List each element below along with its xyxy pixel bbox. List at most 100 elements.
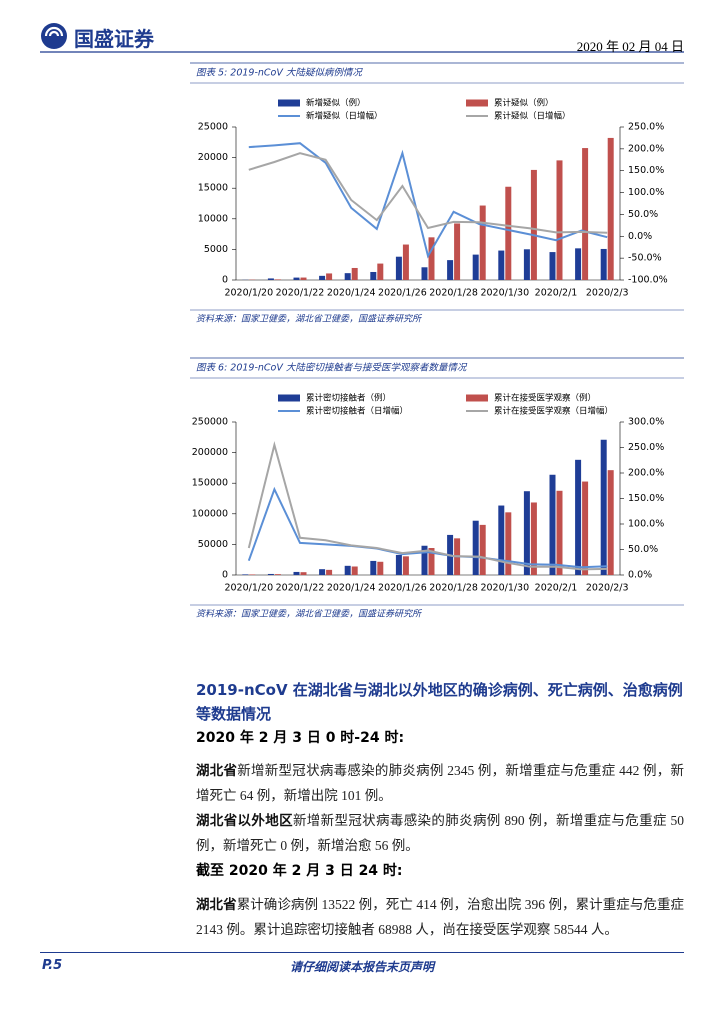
x-tick-label: 2020/1/26 <box>378 288 427 299</box>
bar <box>293 571 300 575</box>
date: 2020 年 02 月 04 日 <box>576 39 684 54</box>
bar <box>351 566 358 575</box>
x-tick-label: 2020/1/28 <box>429 288 478 299</box>
y-tick-label: 25000 <box>198 122 228 133</box>
y2-tick-label: 150.0% <box>628 165 664 176</box>
bar <box>395 554 402 575</box>
bar <box>454 223 461 280</box>
y-tick-label: 5000 <box>204 244 228 255</box>
bar <box>479 205 486 280</box>
x-tick-label: 2020/1/22 <box>276 288 325 299</box>
bar <box>523 249 530 280</box>
y2-tick-label: 100.0% <box>628 519 664 530</box>
bar <box>421 545 428 575</box>
bar <box>274 279 281 280</box>
legend-label: 新增疑似（日增幅） <box>306 111 383 122</box>
bar <box>472 254 479 280</box>
x-tick-label: 2020/1/24 <box>327 583 376 594</box>
logo-icon <box>41 23 67 49</box>
x-tick-label: 2020/1/28 <box>429 583 478 594</box>
chart-source: 资料来源：国家卫健委，湖北省卫健委，国盛证券研究所 <box>196 314 423 325</box>
legend-label: 累计密切接触者（日增幅） <box>306 406 408 417</box>
bar <box>575 459 582 575</box>
x-tick-label: 2020/1/20 <box>224 288 273 299</box>
bar <box>351 267 358 280</box>
y2-tick-label: 50.0% <box>628 209 658 220</box>
para-text: 新增新型冠状病毒感染的肺炎病例 890 例，新增重症与危重症 50 例，新增死亡… <box>196 813 685 853</box>
paragraph: 湖北省新增新型冠状病毒感染的肺炎病例 2345 例，新增重症与危重症 442 例… <box>196 758 684 808</box>
bar <box>505 512 512 575</box>
bar <box>402 556 409 575</box>
bar <box>319 569 326 575</box>
y-tick-label: 20000 <box>198 152 228 163</box>
y-tick-label: 0 <box>222 275 228 286</box>
legend-swatch <box>278 99 300 107</box>
chart: 图表 5: 2019-nCoV 大陆疑似病例情况资料来源：国家卫健委，湖北省卫健… <box>190 62 684 325</box>
chart-title: 图表 5: 2019-nCoV 大陆疑似病例情况 <box>196 68 363 79</box>
line <box>247 441 608 571</box>
line <box>248 142 608 259</box>
bar <box>267 278 274 280</box>
bar <box>421 267 428 280</box>
y-tick-label: 50000 <box>198 539 228 550</box>
bar <box>447 260 454 280</box>
bar <box>242 574 249 575</box>
bar <box>370 560 377 575</box>
y-tick-label: 200000 <box>192 447 228 458</box>
y-tick-label: 10000 <box>198 213 228 224</box>
y2-tick-label: -50.0% <box>628 253 662 264</box>
y2-tick-label: 200.0% <box>628 468 664 479</box>
bar <box>498 505 505 575</box>
legend-label: 累计疑似（例） <box>494 98 554 109</box>
paragraph: 湖北省以外地区新增新型冠状病毒感染的肺炎病例 890 例，新增重症与危重症 50… <box>196 808 684 858</box>
legend-swatch <box>466 99 488 107</box>
bar <box>472 520 479 575</box>
y2-tick-label: -100.0% <box>628 275 668 286</box>
bar <box>600 439 607 575</box>
para-text: 新增新型冠状病毒感染的肺炎病例 2345 例，新增重症与危重症 442 例，新增… <box>196 763 685 803</box>
legend-label: 累计在接受医学观察（日增幅） <box>494 406 613 417</box>
bar <box>377 561 384 575</box>
bar <box>607 137 614 280</box>
bar <box>344 273 351 280</box>
x-tick-label: 2020/2/1 <box>535 288 578 299</box>
bar <box>249 574 256 575</box>
bar <box>300 572 307 575</box>
y2-tick-label: 50.0% <box>628 544 658 555</box>
y2-tick-label: 150.0% <box>628 493 664 504</box>
chart-source: 资料来源：国家卫健委，湖北省卫健委，国盛证券研究所 <box>196 609 423 620</box>
bar <box>395 256 402 280</box>
legend-label: 累计在接受医学观察（例） <box>494 393 596 404</box>
header-graphic <box>40 23 684 53</box>
bar <box>377 263 384 280</box>
footer-rule <box>40 952 684 953</box>
footer-notice: 请仔细阅读本报告末页声明 <box>289 960 434 974</box>
legend-swatch <box>278 394 300 402</box>
legend-swatch <box>466 394 488 402</box>
bar <box>523 491 530 575</box>
para-lead: 湖北省 <box>196 897 237 912</box>
page-number: P.5 <box>42 958 63 973</box>
bar <box>582 148 589 280</box>
bar <box>600 248 607 280</box>
x-tick-label: 2020/1/22 <box>276 583 325 594</box>
subheading: 2020 年 2 月 3 日 0 时-24 时: <box>196 730 405 746</box>
bar <box>319 275 326 280</box>
y2-tick-label: 100.0% <box>628 187 664 198</box>
bar <box>274 574 281 575</box>
bar <box>575 248 582 280</box>
x-tick-label: 2020/1/30 <box>480 583 529 594</box>
logo-mark <box>44 26 64 37</box>
y2-tick-label: 250.0% <box>628 122 664 133</box>
x-tick-label: 2020/2/3 <box>586 288 629 299</box>
bar <box>582 481 589 575</box>
legend-label: 新增疑似（例） <box>306 98 366 109</box>
chart-title: 图表 6: 2019-nCoV 大陆密切接触者与接受医学观察者数量情况 <box>196 362 468 374</box>
line <box>248 152 608 234</box>
y2-tick-label: 300.0% <box>628 417 664 428</box>
bar <box>530 169 537 280</box>
bar <box>293 277 300 280</box>
bar <box>498 250 505 280</box>
y2-tick-label: 0.0% <box>628 570 652 581</box>
